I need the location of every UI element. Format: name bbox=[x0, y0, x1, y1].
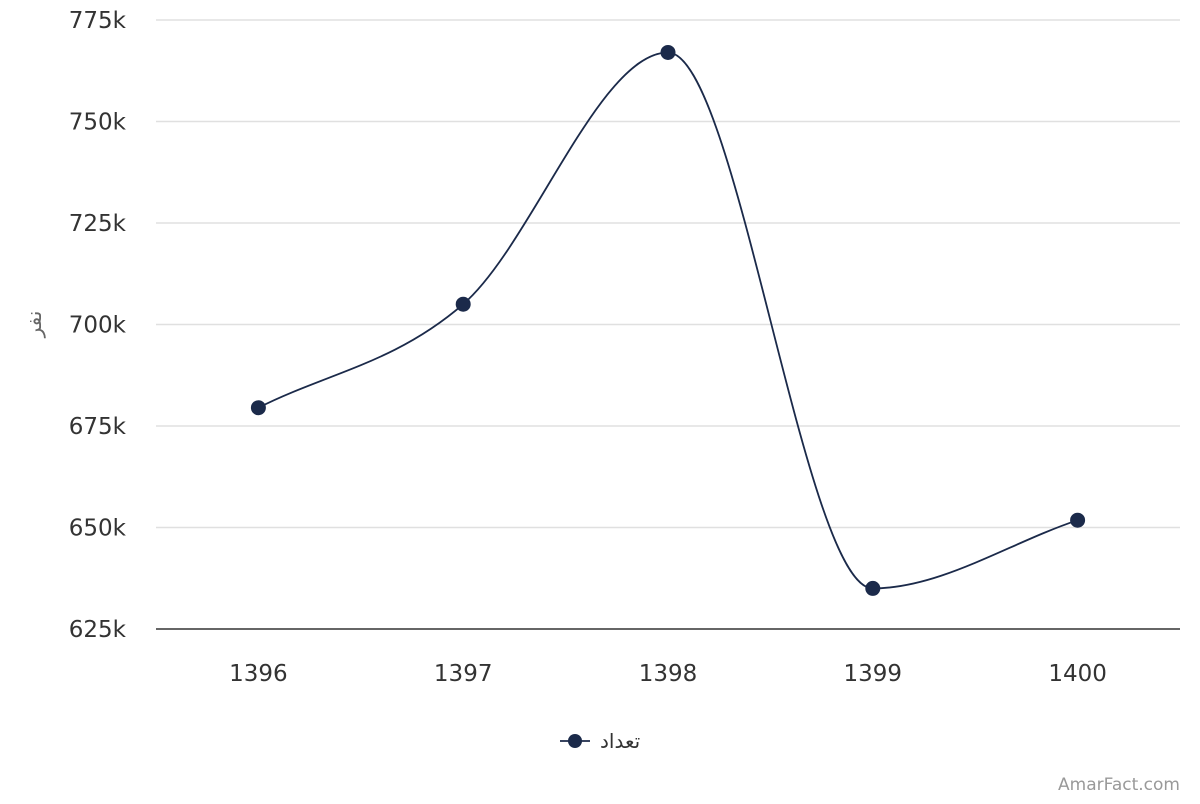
y-axis-tick-labels: 625k 650k 675k 700k 725k 750k 775k bbox=[69, 8, 127, 643]
y-tick-label: 675k bbox=[69, 414, 127, 440]
data-point[interactable] bbox=[865, 580, 881, 596]
grid-lines bbox=[156, 19, 1180, 529]
y-tick-label: 650k bbox=[69, 516, 127, 542]
legend-marker bbox=[568, 734, 582, 748]
x-tick-label: 1397 bbox=[434, 661, 493, 687]
x-tick-label: 1396 bbox=[229, 661, 288, 687]
series-line bbox=[257, 51, 1078, 590]
y-axis-title: نفر bbox=[22, 311, 46, 339]
y-tick-label: 700k bbox=[69, 313, 127, 339]
series-group bbox=[250, 44, 1086, 596]
data-point[interactable] bbox=[250, 400, 266, 416]
data-point[interactable] bbox=[1070, 512, 1086, 528]
y-tick-label: 625k bbox=[69, 617, 127, 643]
x-tick-label: 1398 bbox=[639, 661, 698, 687]
x-axis-tick-labels: 1396 1397 1398 1399 1400 bbox=[229, 661, 1107, 687]
legend[interactable]: تعداد bbox=[560, 729, 640, 753]
data-point[interactable] bbox=[660, 44, 676, 60]
data-point[interactable] bbox=[455, 296, 471, 312]
y-tick-label: 725k bbox=[69, 211, 127, 237]
credit-link[interactable]: AmarFact.com bbox=[1058, 775, 1180, 795]
legend-label[interactable]: تعداد bbox=[600, 729, 640, 753]
x-tick-label: 1399 bbox=[844, 661, 903, 687]
x-tick-label: 1400 bbox=[1048, 661, 1107, 687]
y-tick-label: 750k bbox=[69, 110, 127, 136]
series-points bbox=[250, 44, 1086, 596]
y-tick-label: 775k bbox=[69, 8, 127, 34]
